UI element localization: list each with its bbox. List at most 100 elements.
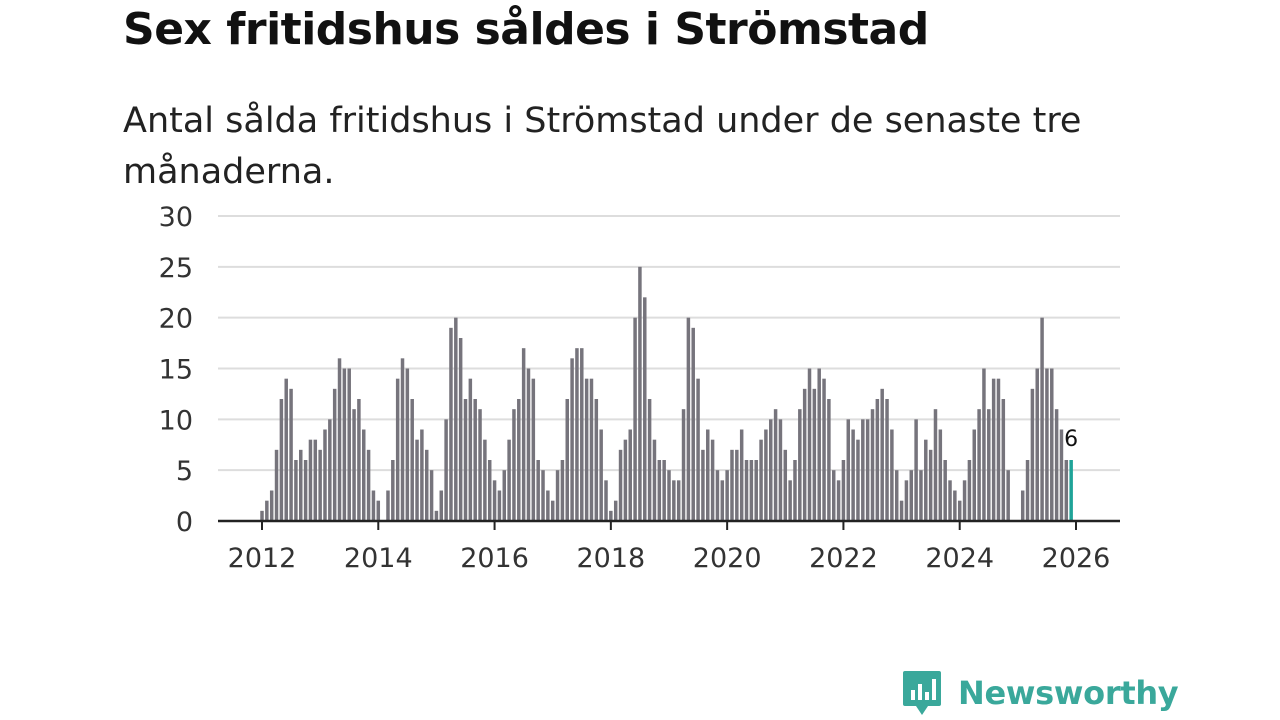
bar [386, 490, 390, 521]
bar [328, 419, 332, 521]
y-tick-label-0: 0 [176, 507, 193, 538]
bar [429, 470, 434, 521]
x-tick-label-2018: 2018 [576, 543, 645, 574]
bar [400, 358, 405, 521]
bar [735, 449, 739, 521]
bar [366, 449, 371, 521]
bar [754, 460, 758, 521]
bar [342, 368, 347, 521]
bar [904, 480, 909, 521]
bar [613, 500, 618, 521]
highlight-data-label: 6 [1064, 427, 1078, 452]
bar [584, 378, 589, 521]
bar [817, 368, 821, 521]
bar [710, 439, 715, 521]
bar [415, 439, 419, 521]
bar [987, 409, 991, 521]
x-axis-ticks: 2012 2014 2016 2018 2020 2022 2024 2026 [228, 521, 1111, 574]
bar [943, 460, 947, 521]
bar [715, 470, 720, 521]
bar [647, 399, 652, 521]
bar [938, 429, 943, 521]
bar [279, 399, 284, 521]
bar [294, 460, 298, 521]
bar [739, 429, 744, 521]
bar [914, 419, 918, 521]
bar [555, 470, 560, 521]
y-axis-ticks: 0 5 10 15 20 25 30 [159, 202, 193, 538]
bar [725, 470, 729, 521]
bar [909, 470, 914, 521]
y-tick-label-20: 20 [159, 304, 193, 335]
x-tick-label-2012: 2012 [228, 543, 297, 574]
bar [783, 449, 788, 521]
bars [260, 266, 1073, 521]
bar [550, 500, 555, 521]
x-tick-label-2016: 2016 [460, 543, 529, 574]
bar [560, 460, 565, 521]
bar [672, 480, 676, 521]
bar-highlight [1069, 460, 1073, 521]
bar [1030, 388, 1035, 521]
bar [764, 429, 768, 521]
bar [667, 470, 671, 521]
chart-subtitle: Antal sålda fritidshus i Strömstad under… [123, 101, 1082, 192]
y-tick-label-25: 25 [159, 253, 193, 284]
bar [439, 490, 444, 521]
x-tick-label-2024: 2024 [925, 543, 994, 574]
bar [851, 429, 855, 521]
y-tick-label-15: 15 [159, 355, 193, 386]
bar [798, 409, 802, 521]
bar [628, 429, 632, 521]
bar [749, 460, 754, 521]
bar [362, 429, 366, 521]
bar [773, 409, 778, 521]
bar [575, 348, 579, 521]
bar [1006, 470, 1010, 521]
bar [899, 500, 904, 521]
bar [861, 419, 865, 521]
bar [313, 439, 318, 521]
bar [609, 510, 613, 521]
bar [1050, 368, 1054, 521]
bar [957, 500, 962, 521]
bar [919, 470, 923, 521]
bar [347, 368, 351, 521]
bar [962, 480, 967, 521]
bar [769, 419, 773, 521]
bar [977, 409, 981, 521]
bar [933, 409, 938, 521]
bar [793, 460, 797, 521]
bar [497, 490, 502, 521]
bar [536, 460, 540, 521]
bar [836, 480, 841, 521]
bar [778, 419, 783, 521]
bar [924, 439, 928, 521]
bar [420, 429, 424, 521]
bar [274, 449, 279, 521]
brand-name: Newsworthy [958, 674, 1179, 712]
bar [352, 409, 356, 521]
x-tick-label-2026: 2026 [1042, 543, 1111, 574]
bar [1020, 490, 1025, 521]
bar [473, 399, 477, 521]
bar [318, 449, 322, 521]
bar [589, 378, 594, 521]
bar [953, 490, 957, 521]
bar [865, 419, 870, 521]
bar [890, 429, 894, 521]
bar [676, 480, 681, 521]
bar [299, 449, 303, 521]
bar [856, 439, 860, 521]
bar [618, 449, 623, 521]
bar [599, 429, 603, 521]
bar [1035, 368, 1039, 521]
bar [841, 460, 846, 521]
bar [337, 358, 342, 521]
bar [996, 378, 1001, 521]
bar [265, 500, 269, 521]
bar [391, 460, 395, 521]
bar [662, 460, 666, 521]
bar [967, 460, 972, 521]
bar [982, 368, 986, 521]
